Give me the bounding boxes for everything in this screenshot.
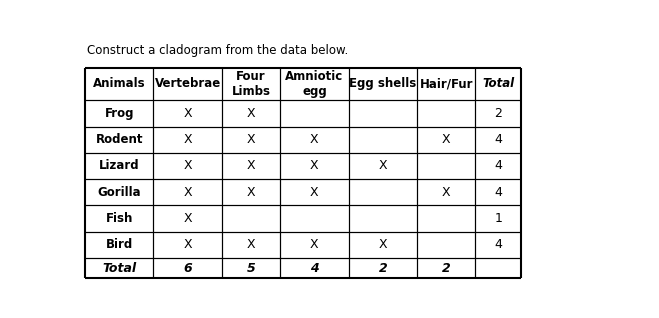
Text: X: X <box>378 160 387 172</box>
Text: X: X <box>378 238 387 252</box>
Text: X: X <box>183 160 192 172</box>
Text: 4: 4 <box>494 133 502 146</box>
Text: X: X <box>246 186 255 199</box>
Text: 4: 4 <box>494 238 502 252</box>
Text: 4: 4 <box>310 262 319 275</box>
Text: Total: Total <box>102 262 136 275</box>
Text: Amniotic
egg: Amniotic egg <box>285 70 343 98</box>
Text: X: X <box>183 238 192 252</box>
Text: Hair/Fur: Hair/Fur <box>420 77 473 90</box>
Text: Vertebrae: Vertebrae <box>154 77 221 90</box>
Text: 4: 4 <box>494 186 502 199</box>
Text: Fish: Fish <box>105 212 133 225</box>
Text: Gorilla: Gorilla <box>98 186 141 199</box>
Text: 4: 4 <box>494 160 502 172</box>
Text: X: X <box>310 133 319 146</box>
Text: Frog: Frog <box>104 107 134 120</box>
Text: 2: 2 <box>442 262 451 275</box>
Text: X: X <box>246 133 255 146</box>
Text: 2: 2 <box>378 262 387 275</box>
Text: Egg shells: Egg shells <box>349 77 416 90</box>
Text: Animals: Animals <box>93 77 146 90</box>
Text: Total: Total <box>482 77 514 90</box>
Text: X: X <box>183 133 192 146</box>
Text: X: X <box>183 212 192 225</box>
Text: X: X <box>246 107 255 120</box>
Text: Rodent: Rodent <box>96 133 143 146</box>
Text: X: X <box>310 186 319 199</box>
Text: X: X <box>442 133 451 146</box>
Text: Construct a cladogram from the data below.: Construct a cladogram from the data belo… <box>88 44 349 57</box>
Text: 2: 2 <box>494 107 502 120</box>
Text: X: X <box>183 107 192 120</box>
Text: Lizard: Lizard <box>99 160 140 172</box>
Text: X: X <box>183 186 192 199</box>
Text: 6: 6 <box>183 262 192 275</box>
Text: X: X <box>246 238 255 252</box>
Text: Bird: Bird <box>105 238 132 252</box>
Text: X: X <box>246 160 255 172</box>
Text: X: X <box>442 186 451 199</box>
Text: X: X <box>310 160 319 172</box>
Text: 5: 5 <box>246 262 256 275</box>
Text: Four
Limbs: Four Limbs <box>231 70 271 98</box>
Text: X: X <box>310 238 319 252</box>
Text: 1: 1 <box>494 212 502 225</box>
